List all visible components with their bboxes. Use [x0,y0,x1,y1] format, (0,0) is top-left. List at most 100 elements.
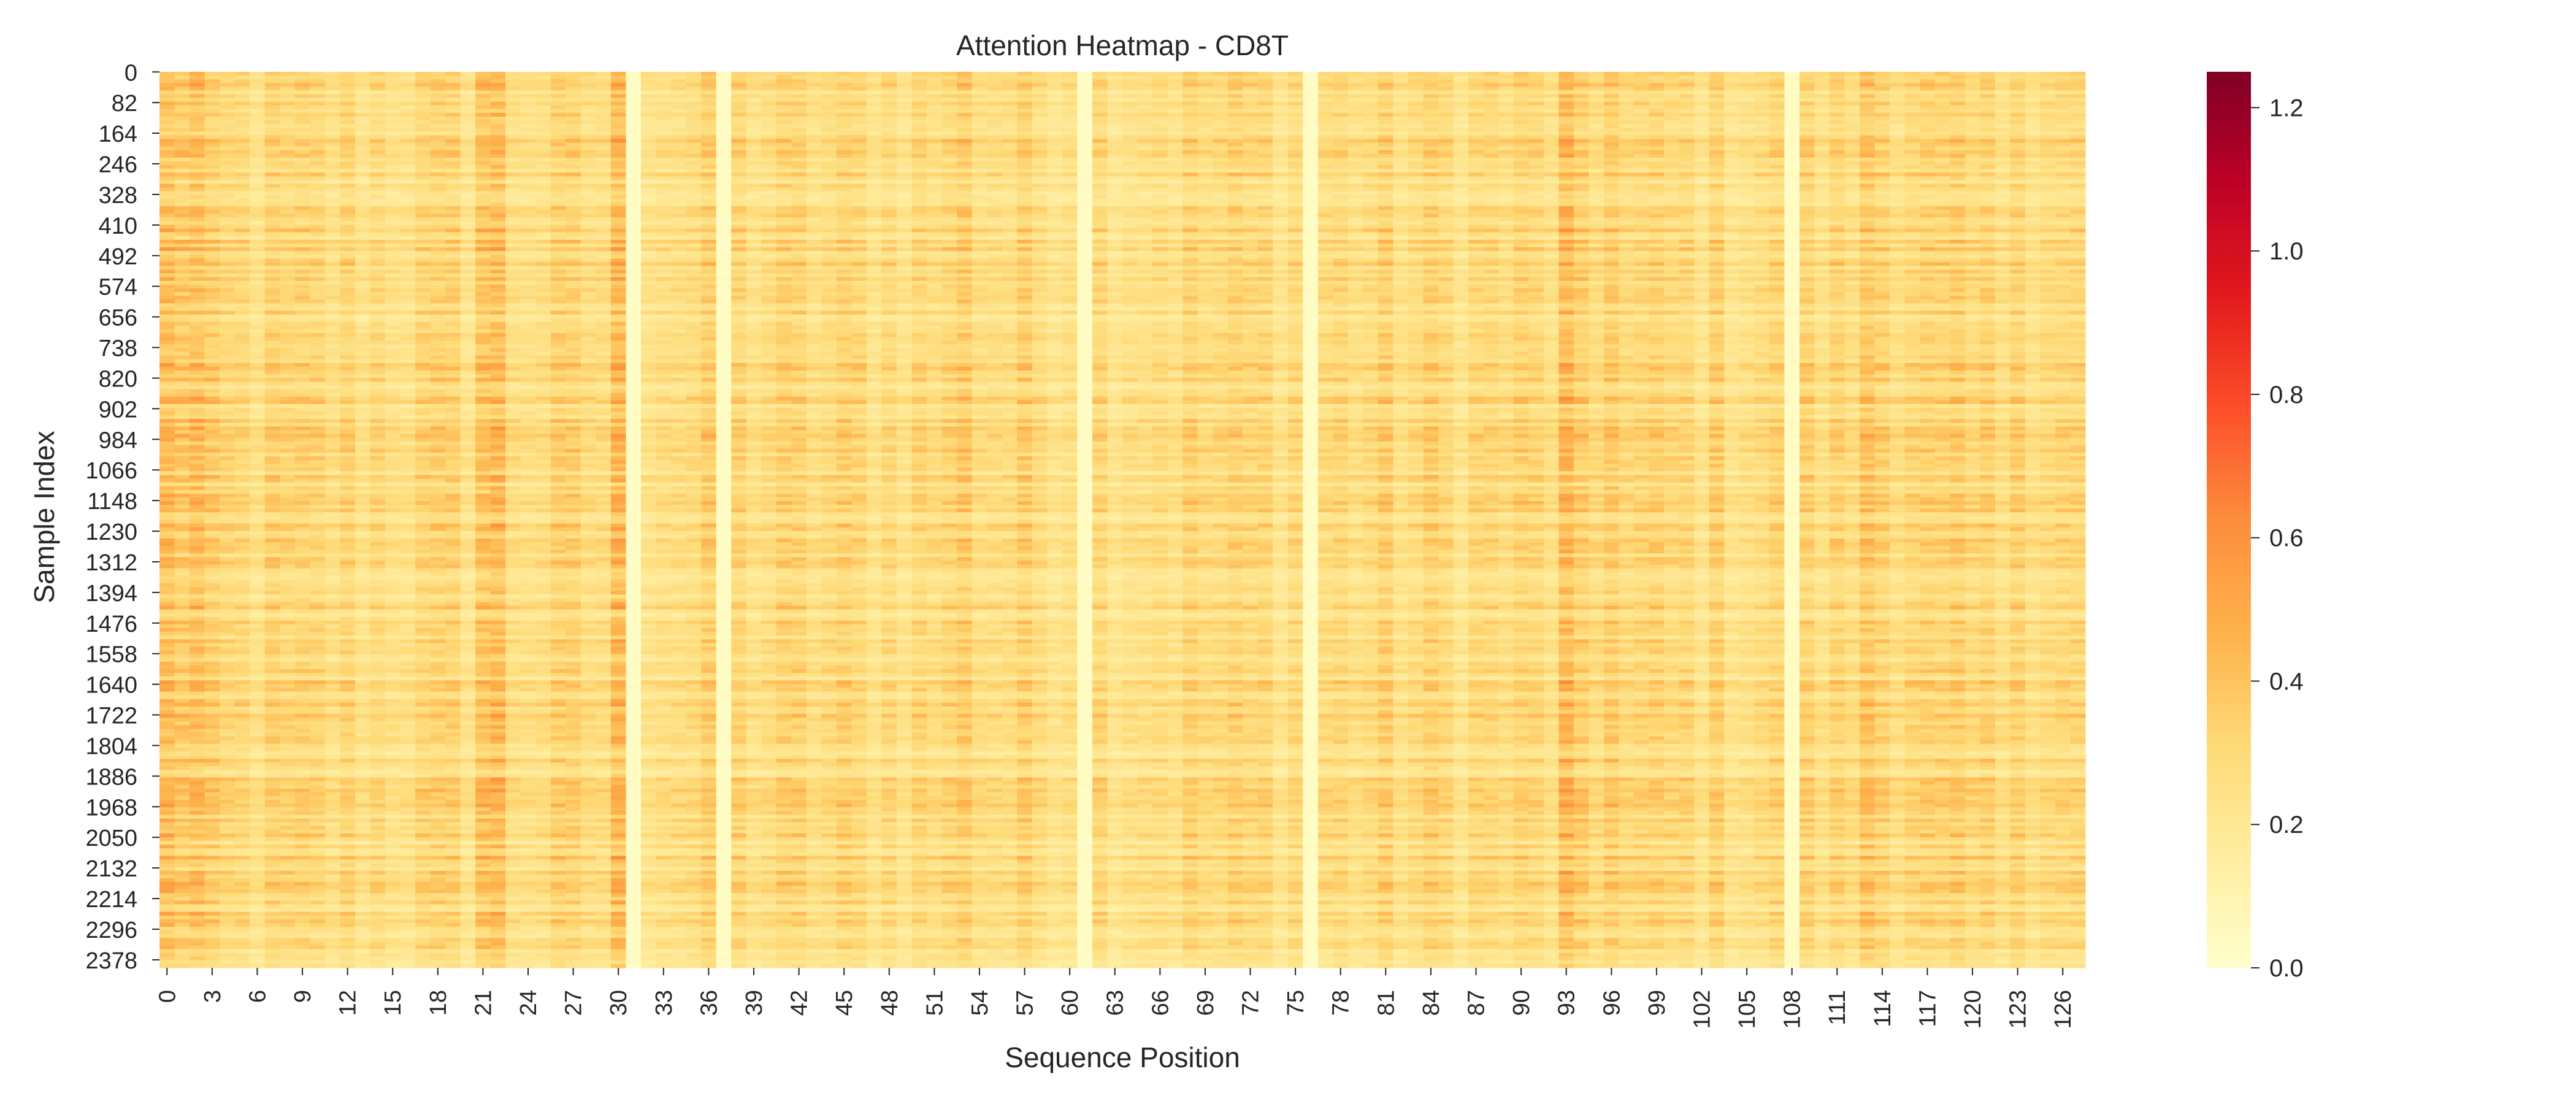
heatmap-cell [1574,195,1589,199]
heatmap-cell [1408,98,1424,102]
heatmap-cell [461,165,476,169]
heatmap-cell [2040,102,2055,106]
heatmap-cell [1754,172,1769,177]
heatmap-cell [837,139,852,144]
heatmap-cell [1604,172,1619,177]
heatmap-cell [461,172,476,177]
heatmap-cell [235,113,250,117]
heatmap-cell [551,124,566,128]
heatmap-cell [1995,90,2011,94]
heatmap-cell [220,131,235,136]
heatmap-cell [159,113,175,117]
heatmap-cell [1694,191,1709,196]
heatmap-cell [1800,143,1815,147]
heatmap-cell [461,199,476,203]
heatmap-cell [235,154,250,158]
heatmap-cell [175,154,190,158]
heatmap-cell [1258,206,1273,210]
heatmap-cell [761,83,776,87]
heatmap-cell [776,139,792,144]
heatmap-cell [355,105,370,110]
heatmap-cell [897,72,912,76]
heatmap-cell [731,90,746,94]
heatmap-cell [2010,128,2025,132]
heatmap-cell [521,191,536,196]
heatmap-cell [1619,172,1635,177]
heatmap-cell [491,98,506,102]
heatmap-cell [1814,199,1830,203]
heatmap-cell [2040,199,2055,203]
heatmap-cell [190,213,205,218]
heatmap-cell [1950,143,1965,147]
heatmap-cell [1544,161,1559,166]
heatmap-cell [1664,176,1679,180]
heatmap-cell [957,109,972,113]
heatmap-cell [1468,147,1484,151]
heatmap-cell [927,117,942,121]
heatmap-cell [1424,98,1439,102]
heatmap-cell [2010,150,2025,155]
heatmap-cell [746,75,762,80]
heatmap-cell [1454,139,1469,144]
heatmap-cell [1995,139,2011,144]
heatmap-cell [1784,161,1800,166]
heatmap-cell [1528,154,1544,158]
heatmap-cell [1649,150,1665,155]
heatmap-cell [521,128,536,132]
heatmap-cell [340,105,355,110]
heatmap-cell [1318,90,1333,94]
heatmap-cell [596,83,611,87]
heatmap-cell [1002,98,1018,102]
heatmap-cell [521,165,536,169]
heatmap-cell [1709,172,1725,177]
heatmap-cell [340,213,355,218]
heatmap-cell [1694,202,1709,207]
heatmap-cell [1920,131,1935,136]
heatmap-cell [310,180,325,185]
heatmap-cell [1769,79,1785,83]
heatmap-cell [596,176,611,180]
heatmap-cell [1198,184,1213,188]
heatmap-cell [1107,117,1122,121]
heatmap-cell [2025,176,2041,180]
heatmap-cell [1243,202,1258,207]
heatmap-cell [626,72,641,76]
heatmap-cell [310,128,325,132]
heatmap-cell [190,169,205,173]
heatmap-cell [159,131,175,136]
heatmap-cell [1152,83,1168,87]
heatmap-cell [1424,94,1439,99]
heatmap-cell [325,135,340,139]
heatmap-cell [701,124,716,128]
heatmap-cell [340,199,355,203]
heatmap-cell [1092,94,1108,99]
heatmap-cell [1138,105,1153,110]
heatmap-cell [761,161,776,166]
heatmap-cell [415,98,431,102]
heatmap-cell [1168,161,1183,166]
heatmap-cell [1845,188,1860,192]
heatmap-cell [565,90,581,94]
heatmap-cell [641,206,656,210]
heatmap-cell [1920,172,1935,177]
heatmap-cell [1965,150,1980,155]
heatmap-cell [2025,83,2041,87]
heatmap-cell [250,109,265,113]
heatmap-cell [1875,98,1890,102]
heatmap-cell [1468,131,1484,136]
heatmap-cell [957,154,972,158]
heatmap-cell [445,213,461,218]
heatmap-cell [2070,79,2085,83]
heatmap-cell [1664,72,1679,76]
heatmap-cell [1965,75,1980,80]
heatmap-cell [2025,199,2041,203]
heatmap-cell [190,202,205,207]
heatmap-cell [175,191,190,196]
heatmap-cell [776,113,792,117]
heatmap-cell [1002,176,1018,180]
heatmap-cell [1318,109,1333,113]
heatmap-cell [235,176,250,180]
heatmap-cell [1243,143,1258,147]
heatmap-cell [1664,135,1679,139]
heatmap-cell [882,169,897,173]
